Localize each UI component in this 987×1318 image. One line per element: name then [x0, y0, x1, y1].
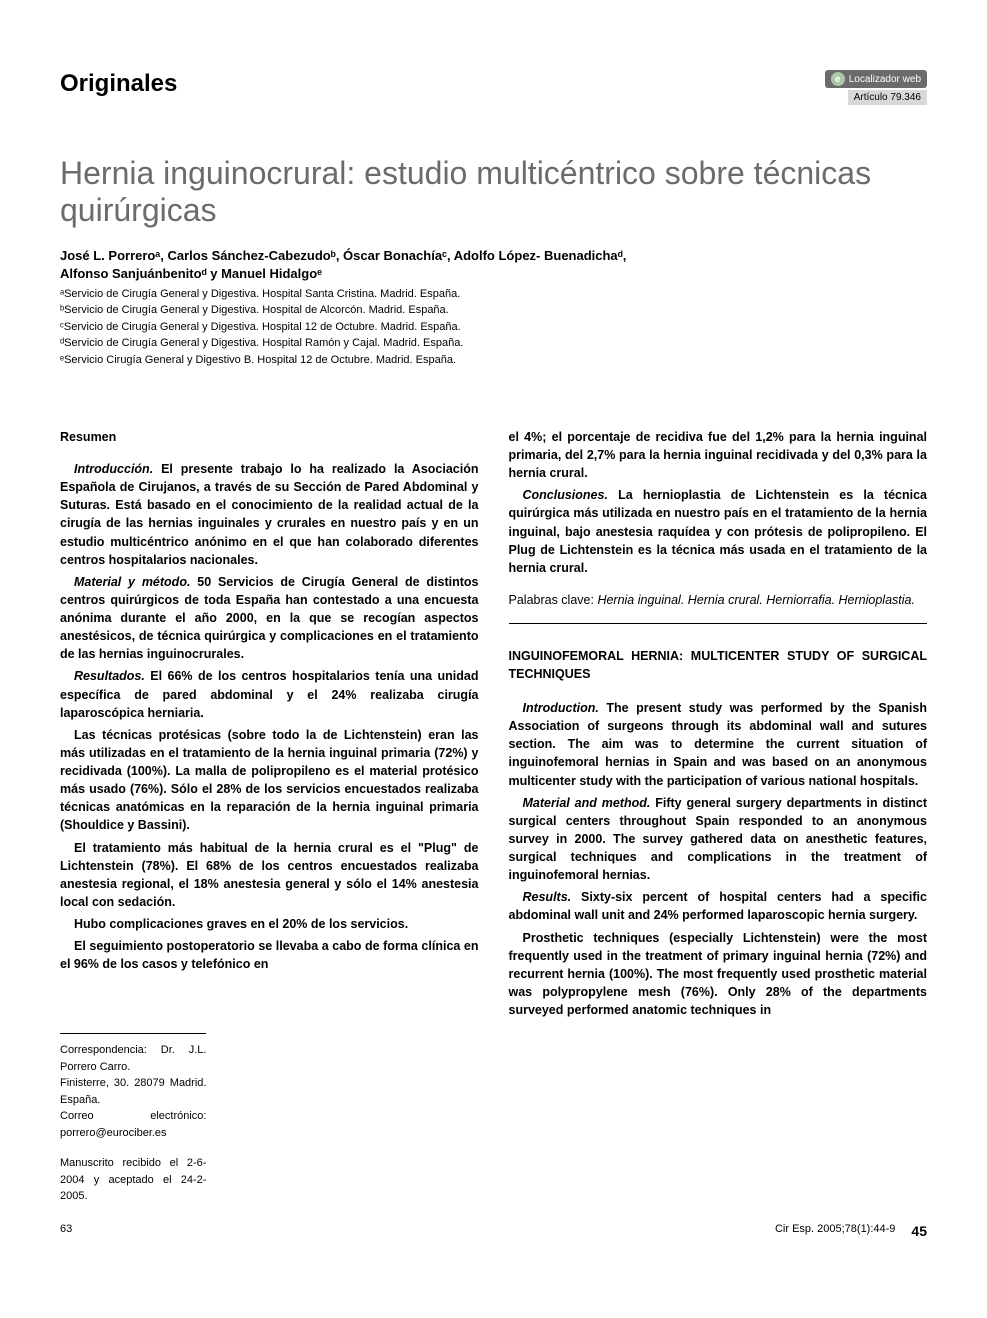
resumen-p7: El seguimiento postoperatorio se llevaba… [60, 937, 479, 973]
resumen-p5: El tratamiento más habitual de la hernia… [60, 839, 479, 912]
resumen-resultados: Resultados. El 66% de los centros hospit… [60, 667, 479, 721]
resumen-introduccion: Introducción. El presente trabajo lo ha … [60, 460, 479, 569]
affiliations: ᵃServicio de Cirugía General y Digestiva… [60, 287, 927, 368]
web-locator-label: Localizador web [849, 74, 921, 85]
right-column: el 4%; el porcentaje de recidiva fue del… [509, 428, 928, 1205]
affiliation-a: ᵃServicio de Cirugía General y Digestiva… [60, 287, 927, 302]
keywords: Palabras clave: Hernia inguinal. Hernia … [509, 591, 928, 609]
resumen-cont: el 4%; el porcentaje de recidiva fue del… [509, 428, 928, 482]
web-locator-badge: e Localizador web Artículo 79.346 [825, 70, 927, 105]
left-column: Resumen Introducción. El presente trabaj… [60, 428, 479, 1205]
correspondence-line1: Correspondencia: Dr. J.L. Porrero Carro. [60, 1042, 206, 1075]
resumen-p4: Las técnicas protésicas (sobre todo la d… [60, 726, 479, 835]
authors-line-2: Alfonso Sanjuánbenitoᵈ y Manuel Hidalgoᵉ [60, 265, 927, 283]
affiliation-c: ᶜServicio de Cirugía General y Digestiva… [60, 320, 927, 335]
resumen-p6: Hubo complicaciones graves en el 20% de … [60, 915, 479, 933]
resumen-heading: Resumen [60, 428, 479, 446]
section-label: Originales [60, 70, 177, 98]
abstract-p4: Prosthetic techniques (especially Lichte… [509, 929, 928, 1020]
page-number: 45 [911, 1223, 927, 1239]
authors: José L. Porreroᵃ, Carlos Sánchez-Cabezud… [60, 247, 927, 283]
affiliation-e: ᵉServicio Cirugía General y Digestivo B.… [60, 353, 927, 368]
resumen-conclusiones: Conclusiones. La hernioplastia de Lichte… [509, 486, 928, 577]
article-title: Hernia inguinocrural: estudio multicéntr… [60, 155, 927, 229]
correspondence-block: Correspondencia: Dr. J.L. Porrero Carro.… [60, 1033, 206, 1205]
authors-line-1: José L. Porreroᵃ, Carlos Sánchez-Cabezud… [60, 247, 927, 265]
footer-left-num: 63 [60, 1223, 72, 1239]
page-footer: 63 Cir Esp. 2005;78(1):44-9 45 [60, 1223, 927, 1239]
section-divider [509, 623, 928, 624]
footer-citation: Cir Esp. 2005;78(1):44-9 [775, 1223, 895, 1239]
web-locator-article: Artículo 79.346 [848, 90, 927, 105]
web-locator-icon: e [831, 72, 845, 86]
footer-right: Cir Esp. 2005;78(1):44-9 45 [775, 1223, 927, 1239]
affiliation-d: ᵈServicio de Cirugía General y Digestiva… [60, 336, 927, 351]
header-row: Originales e Localizador web Artículo 79… [60, 70, 927, 105]
abstract-introduction: Introduction. The present study was perf… [509, 699, 928, 790]
affiliation-b: ᵇServicio de Cirugía General y Digestiva… [60, 303, 927, 318]
two-column-body: Resumen Introducción. El presente trabaj… [60, 428, 927, 1205]
english-abstract-title: INGUINOFEMORAL HERNIA: MULTICENTER STUDY… [509, 648, 928, 683]
abstract-results: Results. Sixty-six percent of hospital c… [509, 888, 928, 924]
correspondence-email: Correo electrónico: porrero@eurociber.es [60, 1108, 206, 1141]
abstract-material: Material and method. Fifty general surge… [509, 794, 928, 885]
manuscript-date: Manuscrito recibido el 2-6-2004 y acepta… [60, 1155, 206, 1205]
correspondence-address: Finisterre, 30. 28079 Madrid. España. [60, 1075, 206, 1108]
resumen-material: Material y método. 50 Servicios de Cirug… [60, 573, 479, 664]
web-locator-top: e Localizador web [825, 70, 927, 88]
